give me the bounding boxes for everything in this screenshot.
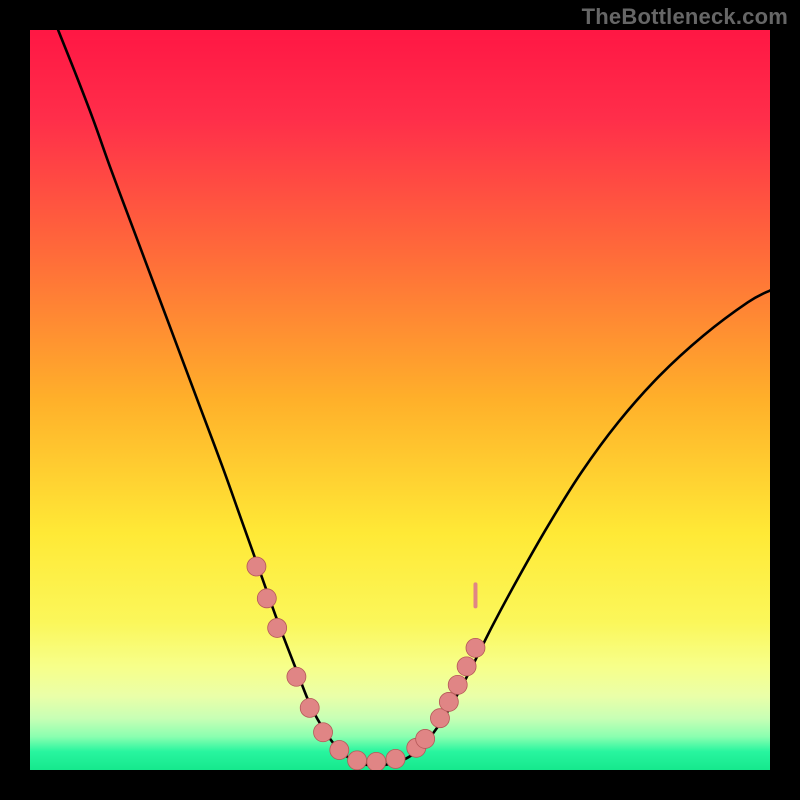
marker-dot bbox=[367, 752, 386, 770]
curve-layer bbox=[30, 30, 770, 770]
marker-dot bbox=[268, 618, 287, 637]
plot-area bbox=[30, 30, 770, 770]
marker-dot bbox=[330, 741, 349, 760]
marker-dot bbox=[386, 749, 405, 768]
bottleneck-curve bbox=[58, 30, 770, 766]
marker-dot bbox=[466, 638, 485, 657]
marker-dot bbox=[457, 657, 476, 676]
marker-dot bbox=[300, 698, 319, 717]
marker-dot bbox=[287, 667, 306, 686]
marker-dot bbox=[416, 729, 435, 748]
outer-frame: TheBottleneck.com bbox=[0, 0, 800, 800]
marker-tick bbox=[473, 582, 477, 608]
marker-dot bbox=[257, 589, 276, 608]
marker-dot bbox=[448, 675, 467, 694]
watermark-text: TheBottleneck.com bbox=[582, 4, 788, 30]
marker-dot bbox=[247, 557, 266, 576]
marker-dot bbox=[314, 723, 333, 742]
marker-dot bbox=[439, 692, 458, 711]
marker-dot bbox=[348, 751, 367, 770]
